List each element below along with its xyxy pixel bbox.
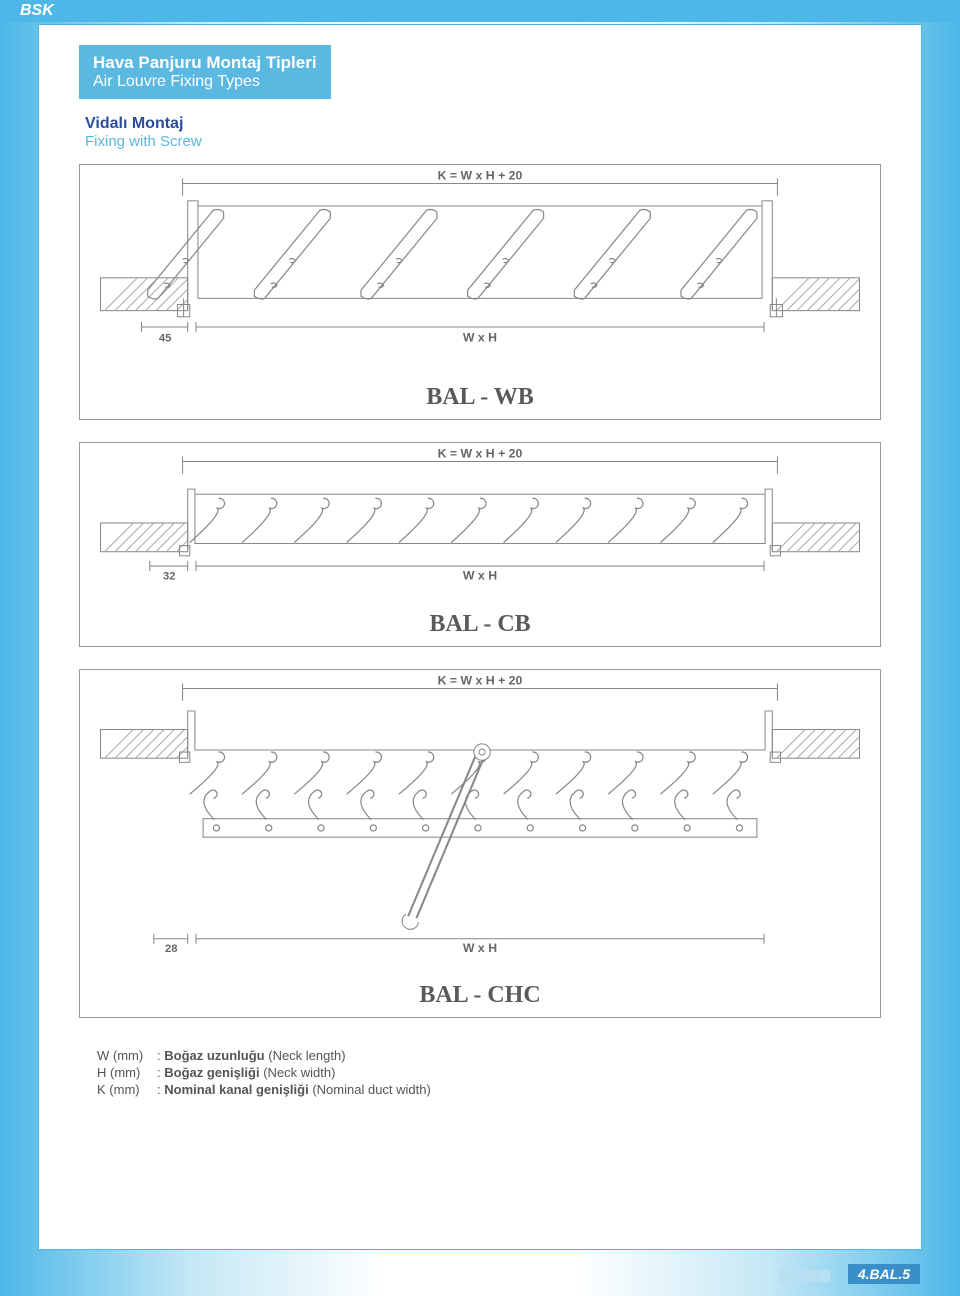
model-cb-label: BAL - CB [80,611,880,638]
legend-txt-h: : Boğaz genişliği (Neck width) [157,1065,335,1080]
legend-txt-k: : Nominal kanal genişliği (Nominal duct … [157,1082,431,1097]
diagram-cb-svg: K = W x H + 20 [80,443,880,607]
legend-row: K (mm) : Nominal kanal genişliği (Nomina… [97,1082,863,1097]
svg-text:W x H: W x H [463,330,497,344]
page-number: 4.BAL.5 [848,1264,920,1284]
section-title-tr: Hava Panjuru Montaj Tipleri [93,53,317,73]
diagram-chc: K = W x H + 20 [79,669,881,1018]
legend-txt-w: : Boğaz uzunluğu (Neck length) [157,1048,346,1063]
page-border: Hava Panjuru Montaj Tipleri Air Louvre F… [38,24,922,1250]
legend-row: H (mm) : Boğaz genişliği (Neck width) [97,1065,863,1080]
subtitle-tr: Vidalı Montaj [85,115,875,133]
diagram-wb-svg: K = W x H + 20 [80,165,880,380]
model-chc-label: BAL - CHC [80,982,880,1009]
svg-text:45: 45 [159,332,172,344]
brand-bar: BSK [0,0,960,22]
svg-text:28: 28 [165,944,178,956]
subtitle: Vidalı Montaj Fixing with Screw [85,115,875,150]
subtitle-en: Fixing with Screw [85,133,875,150]
section-title-en: Air Louvre Fixing Types [93,73,317,91]
svg-text:W x H: W x H [463,569,497,583]
svg-text:K = W x H + 20: K = W x H + 20 [438,447,523,461]
page-bars-decoration [779,1270,830,1282]
svg-text:W x H: W x H [463,942,497,956]
model-wb-label: BAL - WB [80,384,880,411]
svg-text:32: 32 [163,571,176,583]
section-title-box: Hava Panjuru Montaj Tipleri Air Louvre F… [79,45,331,99]
legend-sym-k: K (mm) [97,1082,157,1097]
legend-sym-w: W (mm) [97,1048,157,1063]
svg-text:K = W x H + 20: K = W x H + 20 [438,168,523,182]
legend: W (mm) : Boğaz uzunluğu (Neck length) H … [97,1048,863,1097]
diagram-wb: K = W x H + 20 [79,164,881,420]
brand-logo: BSK [20,2,54,19]
svg-text:K = W x H + 20: K = W x H + 20 [438,674,523,688]
diagram-cb: K = W x H + 20 [79,442,881,647]
diagram-chc-svg: K = W x H + 20 [80,670,880,978]
legend-row: W (mm) : Boğaz uzunluğu (Neck length) [97,1048,863,1063]
legend-sym-h: H (mm) [97,1065,157,1080]
